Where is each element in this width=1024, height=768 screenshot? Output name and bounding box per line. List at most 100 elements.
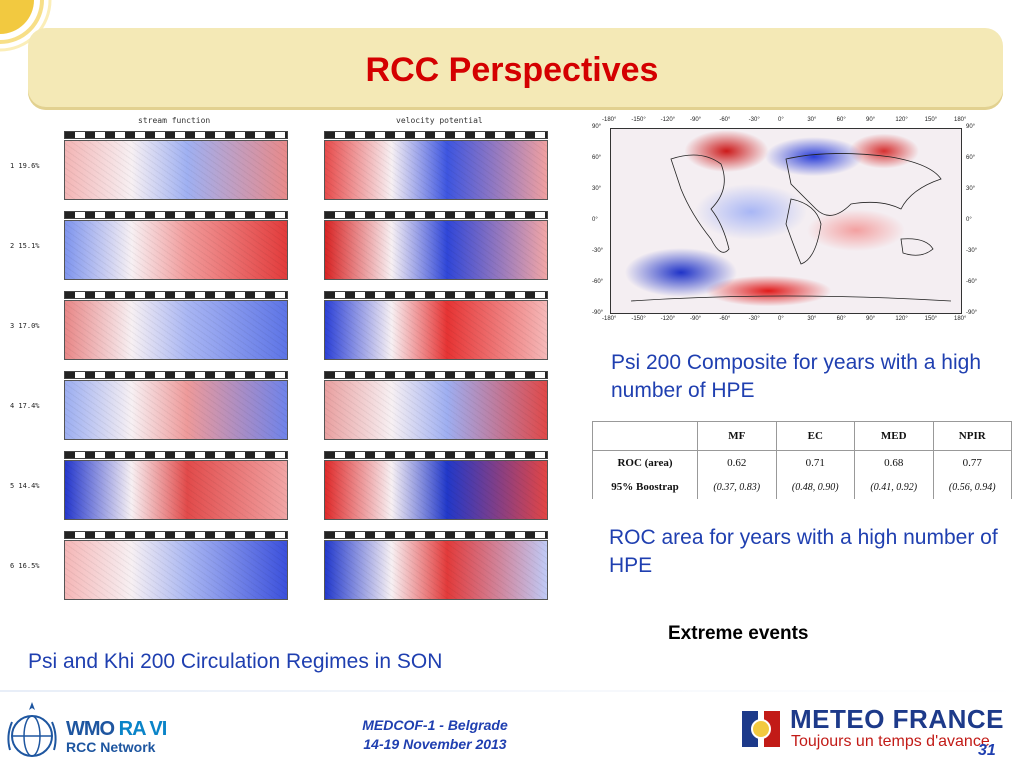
table-cell: 0.68: [854, 450, 934, 475]
event-info: MEDCOF-1 - Belgrade 14-19 November 2013: [300, 716, 570, 754]
wmo-logo-icon: [7, 702, 57, 757]
longitude-tick-label: -30°: [748, 316, 760, 322]
longitude-tick-label: -180°: [602, 316, 617, 322]
table-column-header: EC: [775, 421, 855, 451]
stream-function-map: [64, 380, 288, 440]
velocity-potential-map: [324, 460, 548, 520]
table-row-header: 95% Boostrap: [592, 475, 698, 499]
latitude-tick-label: 90°: [966, 124, 976, 130]
longitude-tick-label: 150°: [924, 316, 938, 322]
latitude-tick-label: 60°: [966, 155, 976, 161]
map-frame-ticks: [64, 291, 288, 299]
longitude-tick-label: -60°: [719, 117, 731, 123]
longitude-tick-label: -150°: [631, 117, 646, 123]
roc-table: MF EC MED NPIR ROC (area) 0.62 0.71 0.68 0.77 95…: [592, 421, 1012, 499]
longitude-tick-label: -60°: [719, 316, 731, 322]
longitude-tick-label: -90°: [690, 316, 702, 322]
regime-row-label: 3 17.0%: [10, 322, 40, 330]
longitude-tick-label: -120°: [660, 316, 676, 322]
roc-caption: ROC area for years with a high number of…: [609, 526, 998, 577]
table-row-header: ROC (area): [592, 450, 698, 475]
latitude-tick-label: -90°: [966, 310, 978, 316]
latitude-tick-label: 0°: [592, 217, 598, 223]
composite-caption-text: Psi 200 Composite for years with a high …: [611, 351, 982, 402]
meteo-france-brand: METEO FRANCE: [790, 704, 1004, 734]
table-corner-cell: [592, 421, 698, 451]
continent-outlines: [630, 153, 952, 302]
map-coastlines: [325, 541, 547, 599]
regime-row-label: 2 15.1%: [10, 242, 40, 250]
table-cell: 0.77: [932, 450, 1012, 475]
map-frame-ticks: [64, 131, 288, 139]
slide-title: RCC Perspectives: [365, 51, 659, 89]
map-frame-ticks: [324, 291, 548, 299]
footer-divider: [0, 690, 1024, 692]
map-coastlines: [325, 301, 547, 359]
longitude-tick-label: -180°: [602, 117, 617, 123]
map-frame-ticks: [64, 531, 288, 539]
table-cell: (0.56, 0.94): [932, 475, 1012, 499]
regime-row-label: 1 19.6%: [10, 162, 40, 170]
meteo-france-slogan: Toujours un temps d'avance: [791, 733, 990, 750]
table-cell: (0.41, 0.92): [854, 475, 934, 499]
event-line-2: 14-19 November 2013: [363, 736, 507, 752]
stream-function-map: [64, 140, 288, 200]
map-coastlines: [325, 221, 547, 279]
velocity-potential-map: [324, 140, 548, 200]
stream-function-map: [64, 460, 288, 520]
longitude-tick-label: 0°: [778, 316, 784, 322]
map-coastlines: [65, 461, 287, 519]
composite-map: [610, 128, 962, 314]
regimes-figure: stream function velocity potential 1 19.…: [10, 112, 560, 612]
regime-row-label: 4 17.4%: [10, 402, 40, 410]
longitude-tick-label: -120°: [660, 117, 676, 123]
latitude-tick-label: 30°: [966, 186, 976, 192]
map-frame-ticks: [324, 131, 548, 139]
composite-caption: Psi 200 Composite for years with a high …: [611, 349, 991, 405]
event-line-1: MEDCOF-1 - Belgrade: [362, 717, 508, 733]
table-cell: (0.37, 0.83): [697, 475, 777, 499]
longitude-tick-label: 0°: [778, 117, 784, 123]
table-cell: 0.71: [775, 450, 855, 475]
longitude-tick-label: 120°: [895, 316, 908, 322]
rcc-network-label: RCC Network: [66, 739, 156, 755]
column-header-stream-function: stream function: [138, 116, 211, 125]
longitude-tick-label: -90°: [690, 117, 702, 123]
longitude-tick-label: 60°: [836, 316, 846, 322]
stream-function-map: [64, 540, 288, 600]
longitude-tick-label: -30°: [748, 117, 760, 123]
meteo-france-logo-icon: [742, 711, 780, 747]
page-number: 31: [978, 742, 996, 759]
map-coastlines: [325, 141, 547, 199]
title-bar: [28, 28, 1003, 110]
velocity-potential-map: [324, 380, 548, 440]
map-frame-ticks: [324, 211, 548, 219]
table-column-header: NPIR: [932, 421, 1012, 451]
column-header-velocity-potential: velocity potential: [396, 116, 483, 125]
ra-vi-label: RA VI: [118, 718, 168, 740]
wmo-label: WMO: [66, 718, 115, 740]
latitude-tick-label: -90°: [592, 310, 604, 316]
latitude-tick-label: 90°: [592, 124, 602, 130]
velocity-potential-map: [324, 300, 548, 360]
velocity-potential-map: [324, 540, 548, 600]
longitude-tick-label: 90°: [866, 117, 876, 123]
longitude-tick-label: 30°: [807, 316, 817, 322]
latitude-tick-label: 30°: [592, 186, 602, 192]
longitude-tick-label: 60°: [836, 117, 846, 123]
table-column-header: MED: [854, 421, 934, 451]
velocity-potential-map: [324, 220, 548, 280]
stream-function-map: [64, 220, 288, 280]
map-coastlines: [65, 541, 287, 599]
longitude-tick-label: 90°: [866, 316, 876, 322]
map-frame-ticks: [64, 451, 288, 459]
regimes-caption: Psi and Khi 200 Circulation Regimes in S…: [28, 650, 443, 673]
latitude-tick-label: 60°: [592, 155, 602, 161]
map-frame-ticks: [64, 211, 288, 219]
table-cell: 0.62: [697, 450, 777, 475]
map-frame-ticks: [324, 531, 548, 539]
map-coastlines: [325, 461, 547, 519]
longitude-tick-label: 180°: [954, 316, 967, 322]
stream-function-map: [64, 300, 288, 360]
map-coastlines: [65, 141, 287, 199]
